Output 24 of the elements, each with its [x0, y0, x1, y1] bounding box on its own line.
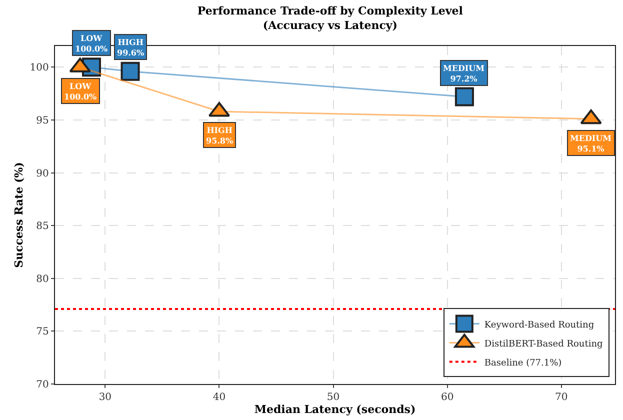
- legend-label: Keyword-Based Routing: [484, 320, 594, 330]
- y-tick-label: 90: [36, 168, 49, 180]
- data-label: HIGH 99.6%: [117, 37, 144, 58]
- y-tick-label: 70: [36, 380, 49, 390]
- x-tick-label: 50: [326, 392, 340, 404]
- x-axis-title: Median Latency (seconds): [254, 403, 416, 416]
- x-tick-label: 30: [98, 392, 112, 404]
- y-tick-label: 80: [36, 274, 49, 285]
- data-label: HIGH 95.8%: [206, 125, 234, 146]
- chart-title: Performance Trade-off by Complexity Level (Accuracy vs Latency): [197, 4, 463, 32]
- x-tick-label: 60: [440, 392, 454, 404]
- y-axis-title: Success Rate (%): [12, 162, 26, 268]
- data-label: MEDIUM 97.2%: [443, 63, 485, 84]
- legend-label: Baseline (77.1%): [484, 358, 562, 368]
- x-tick-label: 40: [212, 392, 226, 404]
- y-tick-label: 75: [36, 326, 49, 338]
- y-tick-label: 95: [36, 115, 49, 126]
- y-tick-label: 85: [36, 221, 49, 232]
- y-tick-label: 100: [30, 62, 49, 74]
- data-label: LOW 100.0%: [75, 33, 108, 54]
- legend-label: DistilBERT-Based Routing: [484, 339, 603, 350]
- x-tick-label: 70: [555, 392, 568, 404]
- data-label: LOW 100.0%: [64, 81, 98, 102]
- data-label: MEDIUM 95.1%: [570, 133, 612, 154]
